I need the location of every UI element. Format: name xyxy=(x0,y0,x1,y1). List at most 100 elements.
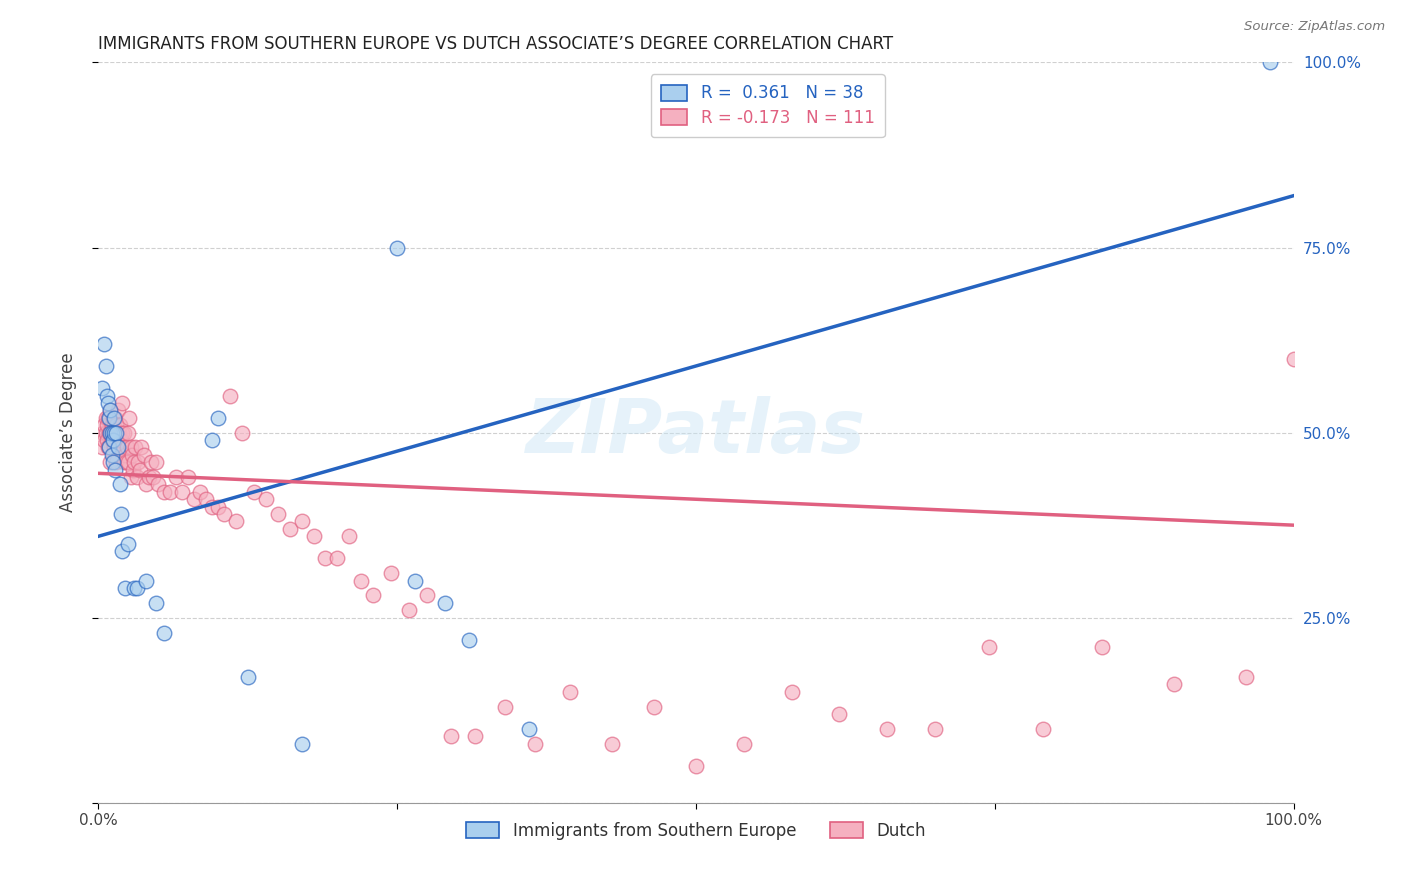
Point xyxy=(96,418,118,433)
Point xyxy=(100,433,122,447)
Point xyxy=(94,410,117,425)
Point xyxy=(111,425,134,440)
Point xyxy=(108,418,131,433)
Point xyxy=(108,433,131,447)
Point xyxy=(101,448,124,462)
Point xyxy=(142,470,165,484)
Point xyxy=(101,455,124,469)
Point xyxy=(94,425,117,440)
Point xyxy=(1091,640,1114,655)
Point xyxy=(523,737,546,751)
Point xyxy=(685,758,707,772)
Point xyxy=(111,441,134,455)
Point xyxy=(100,425,122,440)
Point xyxy=(117,425,139,440)
Point xyxy=(98,403,122,417)
Point xyxy=(93,336,115,351)
Point xyxy=(236,670,259,684)
Point xyxy=(127,455,149,469)
Point xyxy=(458,632,481,647)
Point xyxy=(159,484,181,499)
Point xyxy=(139,455,162,469)
Point xyxy=(93,418,115,433)
Point xyxy=(350,574,373,588)
Point xyxy=(105,433,128,447)
Point xyxy=(107,441,129,455)
Point xyxy=(91,441,114,455)
Point xyxy=(120,441,142,455)
Point xyxy=(122,462,145,476)
Point xyxy=(91,381,114,395)
Point xyxy=(112,455,135,469)
Point xyxy=(105,418,128,433)
Point xyxy=(114,448,136,462)
Point xyxy=(1282,351,1305,366)
Point xyxy=(108,477,131,491)
Point xyxy=(101,425,124,440)
Point xyxy=(1032,722,1054,736)
Point xyxy=(103,441,125,455)
Point xyxy=(315,551,337,566)
Point xyxy=(733,737,755,751)
Point xyxy=(124,441,146,455)
Point xyxy=(494,699,516,714)
Y-axis label: Associate’s Degree: Associate’s Degree xyxy=(59,353,77,512)
Point xyxy=(98,410,121,425)
Point xyxy=(125,470,148,484)
Point xyxy=(115,455,138,469)
Point xyxy=(96,388,118,402)
Point xyxy=(780,685,803,699)
Point xyxy=(121,448,143,462)
Point xyxy=(129,462,152,476)
Point xyxy=(243,484,266,499)
Point xyxy=(111,544,134,558)
Point xyxy=(828,706,851,721)
Point xyxy=(434,596,457,610)
Point xyxy=(207,410,229,425)
Point xyxy=(278,522,301,536)
Point xyxy=(195,492,218,507)
Point xyxy=(107,441,129,455)
Point xyxy=(517,722,540,736)
Point xyxy=(398,603,420,617)
Point xyxy=(124,455,146,469)
Point xyxy=(464,729,486,743)
Point xyxy=(107,403,129,417)
Point xyxy=(145,455,167,469)
Point xyxy=(602,737,624,751)
Point xyxy=(924,722,946,736)
Point xyxy=(153,625,176,640)
Point xyxy=(135,477,157,491)
Point xyxy=(104,410,127,425)
Point xyxy=(201,500,224,514)
Point xyxy=(138,470,160,484)
Point xyxy=(115,441,138,455)
Point xyxy=(91,425,114,440)
Point xyxy=(1163,677,1185,691)
Point xyxy=(97,396,120,410)
Point xyxy=(219,388,242,402)
Point xyxy=(101,433,124,447)
Point xyxy=(643,699,665,714)
Point xyxy=(110,507,132,521)
Point xyxy=(98,425,121,440)
Point xyxy=(363,589,385,603)
Point xyxy=(114,581,136,595)
Point xyxy=(148,477,170,491)
Point xyxy=(1234,670,1257,684)
Point xyxy=(118,410,141,425)
Point xyxy=(103,425,125,440)
Point xyxy=(440,729,463,743)
Point xyxy=(231,425,253,440)
Point xyxy=(96,433,118,447)
Text: IMMIGRANTS FROM SOUTHERN EUROPE VS DUTCH ASSOCIATE’S DEGREE CORRELATION CHART: IMMIGRANTS FROM SOUTHERN EUROPE VS DUTCH… xyxy=(98,35,894,53)
Point xyxy=(110,433,132,447)
Point xyxy=(103,418,125,433)
Point xyxy=(267,507,290,521)
Point xyxy=(172,484,194,499)
Point xyxy=(1258,55,1281,70)
Point xyxy=(291,515,314,529)
Point xyxy=(131,441,153,455)
Point xyxy=(291,737,314,751)
Point xyxy=(103,433,125,447)
